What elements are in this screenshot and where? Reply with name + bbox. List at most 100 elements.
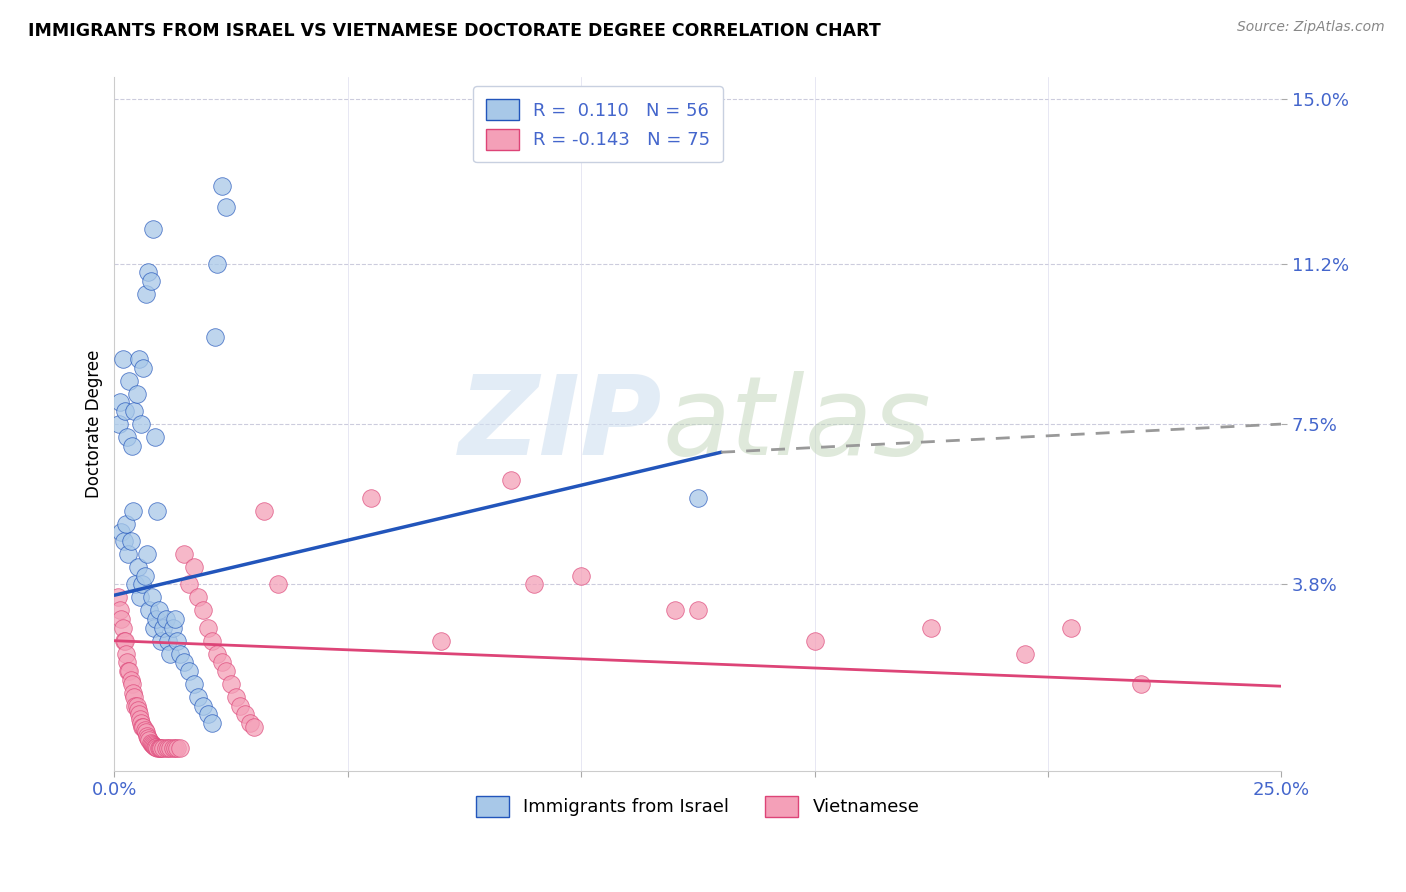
Point: [166, 633, 188, 648]
Point: [523, 577, 546, 591]
Point: [143, 621, 166, 635]
Point: [239, 716, 262, 731]
Point: [142, 738, 165, 752]
Point: [117, 656, 139, 670]
Point: [155, 741, 177, 756]
Point: [129, 591, 152, 605]
Point: [159, 647, 181, 661]
Point: [110, 612, 132, 626]
Text: Source: ZipAtlas.com: Source: ZipAtlas.com: [1237, 20, 1385, 34]
Point: [124, 698, 146, 713]
Point: [149, 741, 172, 756]
Point: [142, 222, 165, 236]
Point: [233, 707, 256, 722]
Point: [115, 647, 138, 661]
Point: [114, 404, 136, 418]
Point: [215, 664, 238, 678]
Point: [173, 547, 195, 561]
Point: [159, 741, 181, 756]
Point: [121, 677, 143, 691]
Point: [162, 621, 184, 635]
Point: [664, 603, 686, 617]
Point: [110, 525, 132, 540]
Point: [117, 547, 139, 561]
Point: [148, 741, 170, 756]
Point: [136, 547, 159, 561]
Point: [118, 374, 141, 388]
Point: [136, 265, 159, 279]
Point: [201, 633, 224, 648]
Text: IMMIGRANTS FROM ISRAEL VS VIETNAMESE DOCTORATE DEGREE CORRELATION CHART: IMMIGRANTS FROM ISRAEL VS VIETNAMESE DOC…: [28, 22, 882, 40]
Point: [148, 603, 170, 617]
Point: [129, 712, 152, 726]
Point: [191, 698, 214, 713]
Point: [146, 504, 169, 518]
Point: [128, 707, 150, 722]
Point: [146, 740, 169, 755]
Point: [120, 534, 142, 549]
Point: [165, 612, 187, 626]
Point: [183, 560, 205, 574]
Point: [187, 690, 209, 704]
Point: [134, 723, 156, 737]
Point: [215, 201, 238, 215]
Point: [1014, 647, 1036, 661]
Point: [134, 568, 156, 582]
Point: [197, 621, 219, 635]
Point: [211, 656, 233, 670]
Point: [138, 733, 160, 747]
Point: [162, 741, 184, 756]
Point: [127, 703, 149, 717]
Point: [569, 568, 592, 582]
Point: [219, 677, 242, 691]
Point: [197, 707, 219, 722]
Point: [120, 673, 142, 687]
Point: [267, 577, 290, 591]
Point: [131, 417, 153, 431]
Point: [686, 491, 709, 505]
Point: [169, 647, 191, 661]
Point: [122, 404, 145, 418]
Point: [114, 633, 136, 648]
Point: [150, 741, 173, 756]
Point: [128, 352, 150, 367]
Point: [145, 612, 167, 626]
Point: [135, 724, 157, 739]
Point: [205, 257, 228, 271]
Point: [152, 741, 174, 756]
Point: [111, 621, 134, 635]
Point: [803, 633, 825, 648]
Point: [177, 664, 200, 678]
Point: [1130, 677, 1153, 691]
Point: [152, 621, 174, 635]
Point: [920, 621, 942, 635]
Point: [107, 591, 129, 605]
Point: [501, 474, 523, 488]
Point: [122, 686, 145, 700]
Point: [155, 612, 177, 626]
Point: [124, 577, 146, 591]
Point: [112, 633, 135, 648]
Point: [139, 274, 162, 288]
Point: [108, 395, 131, 409]
Point: [111, 352, 134, 367]
Point: [141, 737, 163, 751]
Point: [131, 716, 153, 731]
Point: [125, 386, 148, 401]
Point: [112, 534, 135, 549]
Point: [169, 741, 191, 756]
Point: [183, 677, 205, 691]
Point: [229, 698, 252, 713]
Point: [1060, 621, 1083, 635]
Point: [125, 698, 148, 713]
Point: [131, 577, 153, 591]
Point: [173, 656, 195, 670]
Point: [108, 417, 131, 431]
Point: [138, 603, 160, 617]
Point: [165, 741, 187, 756]
Point: [135, 287, 157, 301]
Text: ZIP: ZIP: [460, 370, 662, 477]
Point: [132, 360, 155, 375]
Point: [225, 690, 247, 704]
Point: [177, 577, 200, 591]
